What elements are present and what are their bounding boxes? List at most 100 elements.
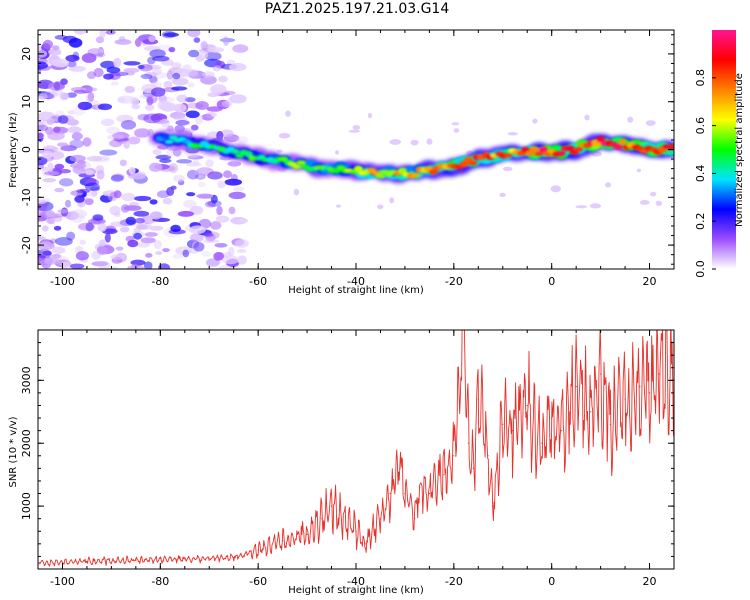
noise-blob	[129, 172, 146, 180]
noise-blob	[95, 36, 105, 44]
noise-blob	[228, 191, 246, 200]
ridge-cell	[160, 134, 170, 139]
noise-blob	[197, 181, 206, 188]
noise-blob	[134, 217, 145, 224]
ridge-cell	[569, 150, 579, 155]
ridge-cell	[292, 164, 302, 170]
noise-blob	[200, 41, 208, 51]
noise-blob	[193, 37, 201, 43]
noise-blob	[213, 252, 225, 261]
snr-point	[575, 386, 577, 388]
noise-blob	[107, 134, 125, 140]
x-tick-label: -80	[151, 575, 169, 588]
noise-blob	[172, 253, 183, 259]
noise-blob	[87, 91, 95, 102]
noise-blob	[43, 257, 60, 265]
noise-blob	[200, 75, 217, 85]
ridge-cell	[428, 168, 438, 175]
noise-blob	[189, 233, 204, 243]
noise-blob	[46, 219, 54, 224]
noise-blob	[53, 225, 62, 231]
spectrogram-ylabel: Frequency (Hz)	[8, 112, 19, 188]
noise-blob	[85, 222, 94, 232]
snr-point	[86, 560, 88, 563]
noise-blob	[136, 242, 150, 248]
noise-blob	[58, 169, 71, 174]
noise-blob	[51, 246, 66, 254]
noise-blob	[426, 138, 433, 145]
noise-blob	[605, 182, 612, 188]
noise-blob	[47, 117, 55, 126]
noise-blob	[224, 178, 243, 186]
noise-blob	[84, 182, 100, 191]
noise-blob	[65, 211, 79, 221]
y-tick-label: -10	[20, 188, 33, 206]
noise-blob	[92, 214, 104, 221]
noise-blob	[61, 261, 70, 268]
noise-blob	[187, 169, 199, 180]
noise-blob	[119, 159, 127, 167]
noise-blob	[38, 199, 47, 205]
noise-blob	[352, 125, 361, 130]
noise-blob	[162, 198, 173, 205]
noise-blob	[96, 52, 106, 58]
noise-blob	[143, 261, 153, 269]
noise-blob	[229, 94, 247, 104]
y-tick-label: 3000	[20, 366, 33, 394]
noise-blob	[207, 47, 225, 53]
snr-point	[330, 505, 333, 507]
noise-blob	[176, 159, 193, 164]
noise-blob	[99, 149, 118, 156]
noise-blob	[76, 188, 90, 194]
snr-point	[477, 398, 479, 400]
snr-line	[38, 330, 674, 567]
snr-point	[453, 455, 455, 457]
noise-blob	[232, 186, 245, 192]
noise-blob	[223, 170, 232, 178]
noise-blob	[53, 215, 63, 222]
noise-blob	[57, 209, 69, 214]
noise-blob	[163, 32, 179, 37]
noise-blob	[121, 192, 136, 202]
noise-blob	[156, 190, 170, 198]
ridge-cell	[164, 139, 174, 145]
noise-blob	[179, 68, 192, 78]
noise-blob	[575, 205, 588, 209]
noise-blob	[183, 200, 197, 208]
ridge-cell	[596, 136, 606, 143]
noise-blob	[73, 30, 87, 35]
noise-blob	[96, 246, 108, 255]
noise-blob	[173, 103, 187, 113]
noise-blob	[195, 174, 204, 179]
snr-point	[135, 559, 137, 561]
noise-blob	[44, 171, 60, 176]
noise-blob	[71, 132, 83, 141]
noise-blob	[114, 131, 129, 139]
snr-point	[389, 492, 391, 495]
snr-point	[399, 467, 401, 469]
noise-blob	[44, 90, 58, 99]
noise-blob	[195, 173, 206, 180]
noise-blob	[82, 137, 92, 147]
noise-blob	[144, 71, 158, 78]
ridge-cell	[574, 147, 584, 152]
snr-ylabel: SNR (10 * v/v)	[8, 416, 19, 487]
noise-blob	[276, 149, 283, 153]
ridge-cell	[411, 172, 421, 178]
noise-blob	[335, 150, 339, 155]
snr-point	[526, 404, 528, 407]
noise-blob	[532, 118, 538, 124]
noise-blob	[140, 73, 153, 80]
y-tick-label: -20	[20, 236, 33, 254]
noise-blob	[123, 61, 141, 66]
snr-point	[419, 486, 421, 488]
noise-blob	[86, 93, 93, 103]
noise-blob	[157, 100, 170, 110]
snr-panel: -100 -80 -60 -40 -20 0 20 1000 2000 3000 Height o…	[8, 329, 675, 596]
noise-blob	[104, 233, 111, 243]
snr-point	[472, 467, 474, 469]
noise-blob	[190, 124, 199, 131]
noise-blob	[218, 265, 232, 269]
noise-blob	[151, 87, 166, 97]
